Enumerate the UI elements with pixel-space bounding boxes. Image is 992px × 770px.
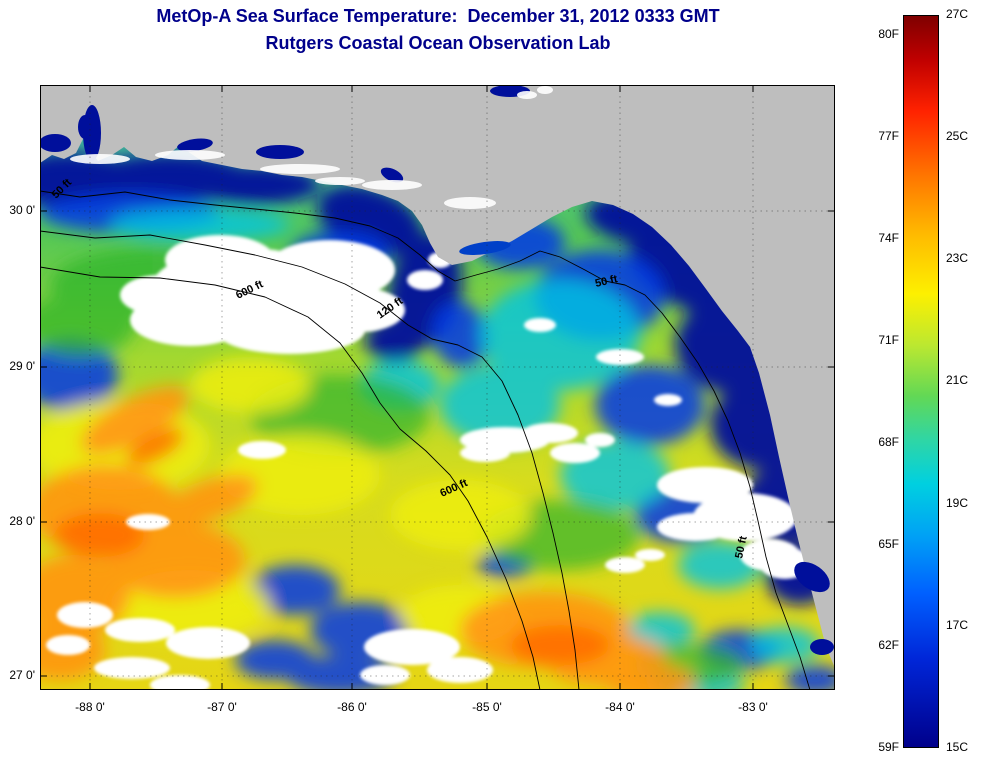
colorbar-c-label: 27C (946, 7, 969, 21)
colorbar-f-label: 77F (878, 129, 899, 143)
x-axis-tick-label: -87 0' (207, 700, 237, 714)
x-axis-tick-label: -85 0' (472, 700, 502, 714)
page-subtitle: Rutgers Coastal Ocean Observation Lab (265, 33, 611, 53)
x-axis-tick-label: -84 0' (605, 700, 635, 714)
x-axis-tick-label: -86 0' (337, 700, 367, 714)
land (40, 85, 835, 668)
contour-label: 50 ft (733, 535, 750, 560)
colorbar-c-label: 25C (946, 129, 969, 143)
colorbar-c-label: 23C (946, 251, 969, 265)
colorbar-f-label: 74F (878, 231, 899, 245)
y-axis-tick-label: 27 0' (9, 668, 35, 682)
x-axis-tick-label: -83 0' (738, 700, 768, 714)
colorbar-f-label: 68F (878, 435, 899, 449)
cloud-cover (46, 235, 811, 695)
colorbar-c-label: 21C (946, 373, 969, 387)
colorbar-f-label: 71F (878, 333, 899, 347)
colorbar-gradient (903, 15, 939, 748)
contour-label: 50 ft (594, 273, 619, 290)
colorbar-f-label: 59F (878, 740, 899, 754)
y-axis-tick-label: 30 0' (9, 203, 35, 217)
colorbar-f-label: 80F (878, 27, 899, 41)
colorbar-c-label: 17C (946, 618, 969, 632)
x-axis-tick-label: -88 0' (75, 700, 105, 714)
y-axis-tick-label: 29 0' (9, 359, 35, 373)
bays-inlets (39, 85, 834, 655)
colorbar-c-label: 15C (946, 740, 969, 754)
contour-50ft (39, 190, 811, 691)
y-axis-tick-label: 28 0' (9, 514, 35, 528)
colorbar-c-label: 19C (946, 496, 969, 510)
map-frame: 50 ft 600 ft 120 ft 50 ft 600 ft 50 ft (0, 85, 845, 701)
contour-600ft (39, 266, 541, 691)
depth-contours (39, 190, 811, 691)
colorbar-f-label: 62F (878, 638, 899, 652)
map-border (40, 85, 835, 690)
contour-120ft (39, 230, 580, 691)
coastal-cloud-fringe (70, 86, 553, 209)
latlon-grid (40, 85, 835, 690)
colorbar-f-label: 65F (878, 537, 899, 551)
axis-tick-marks (40, 85, 835, 690)
sst-map-canvas: 50 ft 600 ft 120 ft 50 ft 600 ft 50 ft (0, 85, 845, 701)
page-title: MetOp-A Sea Surface Temperature: Decembe… (156, 6, 720, 26)
